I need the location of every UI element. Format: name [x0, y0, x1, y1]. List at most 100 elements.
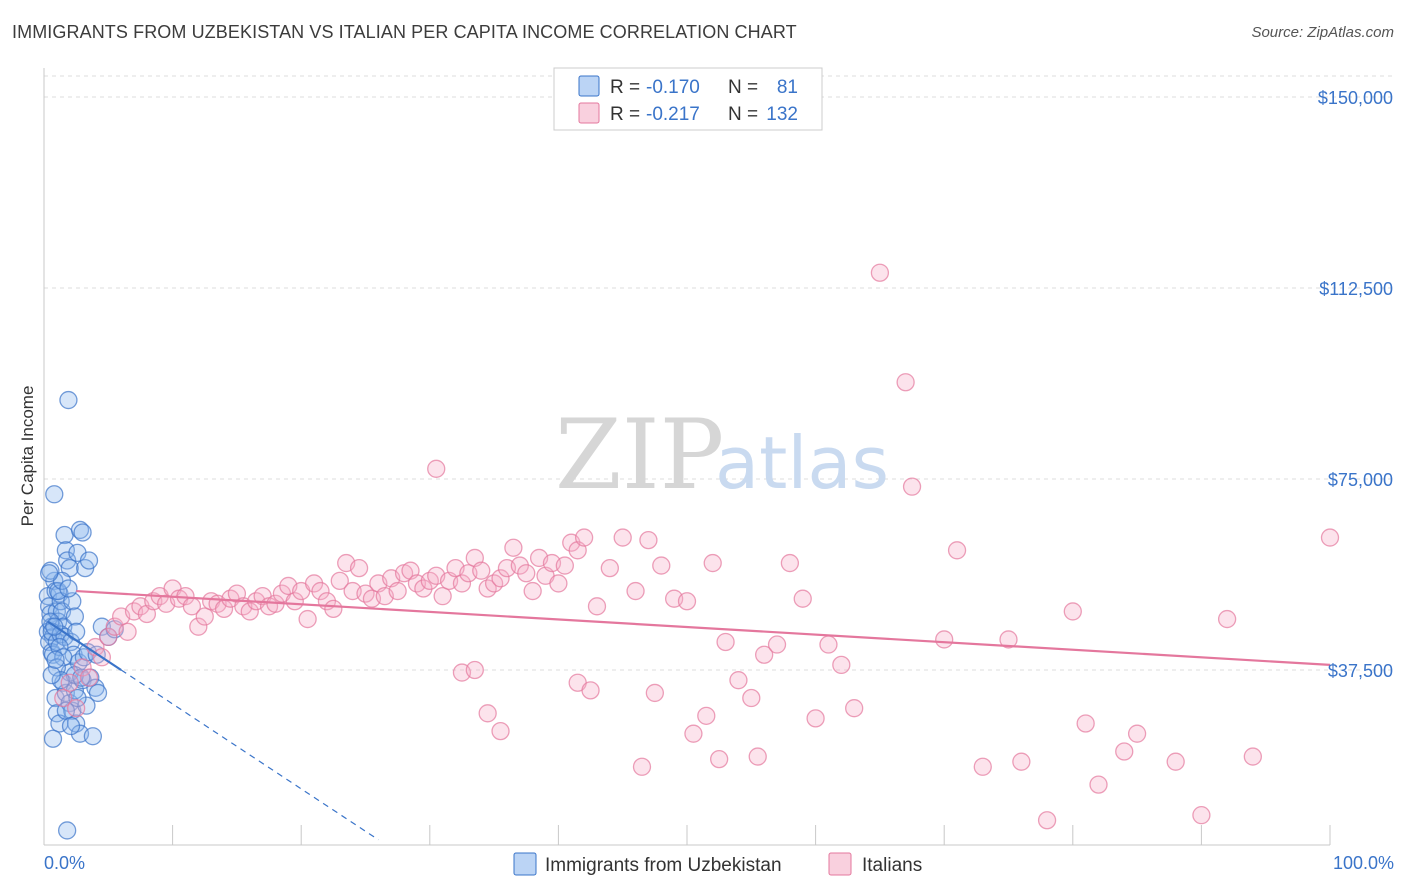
- data-point: [748, 747, 767, 766]
- data-point: [755, 645, 774, 664]
- data-point: [67, 622, 86, 641]
- data-point: [645, 683, 664, 703]
- data-point: [613, 528, 632, 547]
- legend-n-value-italians: 132: [766, 104, 798, 125]
- data-point: [349, 558, 369, 578]
- chart-source: Source: ZipAtlas.com: [1251, 24, 1394, 41]
- y-tick-label: $37,500: [1328, 661, 1393, 681]
- data-point: [1166, 752, 1185, 771]
- data-point: [42, 665, 61, 685]
- data-point: [240, 602, 259, 621]
- data-point: [896, 373, 915, 392]
- legend-r-value-italians: -0.217: [646, 104, 700, 125]
- trend-line-1: [76, 589, 1331, 667]
- bottom-legend-label-italians: Italians: [862, 855, 922, 876]
- legend-r-label-uzbekistan: R =: [610, 77, 640, 98]
- axes: [43, 68, 1331, 846]
- data-point: [1012, 752, 1031, 771]
- y-tick-label: $150,000: [1318, 88, 1393, 108]
- data-point: [330, 571, 349, 591]
- data-point: [189, 617, 208, 636]
- data-point: [716, 632, 735, 652]
- data-point: [806, 709, 825, 728]
- data-point: [99, 627, 118, 647]
- data-point: [574, 528, 594, 547]
- legend-n-label-uzbekistan: N =: [728, 77, 758, 98]
- data-point: [472, 561, 491, 580]
- data-point: [819, 635, 838, 654]
- legend-r-label-italians: R =: [610, 104, 640, 125]
- data-point: [902, 477, 922, 496]
- data-point: [427, 459, 446, 478]
- data-point: [870, 263, 890, 282]
- bottom-legend-swatch-uzbekistan: [513, 852, 537, 876]
- data-point: [947, 541, 967, 560]
- data-point: [517, 564, 536, 583]
- data-point: [88, 683, 108, 703]
- data-point: [452, 574, 472, 593]
- series-0: [38, 390, 124, 840]
- chart-title: IMMIGRANTS FROM UZBEKISTAN VS ITALIAN PE…: [12, 22, 797, 42]
- data-points: [38, 263, 1340, 840]
- data-point: [626, 581, 645, 601]
- data-point: [935, 630, 954, 649]
- data-point: [59, 579, 78, 598]
- data-point: [491, 569, 510, 588]
- data-point: [1243, 747, 1262, 766]
- x-tick-labels: 0.0% 100.0%: [44, 853, 1394, 873]
- data-point: [465, 660, 484, 680]
- data-point: [581, 681, 600, 700]
- data-point: [298, 609, 317, 629]
- y-tick-label: $75,000: [1328, 470, 1393, 490]
- data-point: [433, 586, 452, 606]
- data-point: [388, 581, 407, 601]
- data-point: [1063, 602, 1082, 621]
- data-point: [45, 485, 64, 504]
- data-point: [1076, 714, 1095, 733]
- data-point: [324, 599, 343, 619]
- data-point: [555, 556, 574, 575]
- data-point: [1089, 775, 1108, 794]
- data-point: [43, 729, 63, 748]
- data-point: [491, 721, 510, 741]
- data-point: [65, 607, 85, 626]
- data-point: [780, 553, 800, 573]
- data-point: [57, 821, 77, 840]
- legend-swatch-italians: [578, 102, 600, 124]
- watermark-zip: ZIP: [555, 399, 724, 511]
- data-point: [195, 607, 214, 626]
- bottom-legend-swatch-italians: [828, 852, 852, 876]
- data-point: [549, 574, 568, 593]
- data-point: [767, 635, 787, 654]
- data-point: [118, 622, 137, 641]
- bottom-legend-label-uzbekistan: Immigrants from Uzbekistan: [545, 855, 782, 876]
- x-tick-label-end: 100.0%: [1333, 853, 1394, 873]
- data-point: [61, 716, 81, 736]
- data-point: [79, 551, 99, 570]
- data-point: [67, 699, 86, 718]
- data-point: [1320, 528, 1340, 547]
- data-point: [652, 556, 671, 575]
- data-point: [1217, 609, 1237, 629]
- data-point: [60, 673, 79, 692]
- data-point: [83, 727, 103, 746]
- trend-line-0: [47, 620, 122, 671]
- data-point: [697, 706, 716, 725]
- data-point: [311, 581, 330, 601]
- data-point: [523, 581, 542, 601]
- data-point: [54, 688, 73, 708]
- data-point: [73, 658, 92, 677]
- legend-swatch-uzbekistan: [578, 75, 600, 97]
- data-point: [70, 520, 90, 540]
- data-point: [46, 688, 65, 708]
- data-point: [1037, 811, 1057, 830]
- bottom-legend: Immigrants from Uzbekistan Italians: [513, 852, 922, 876]
- y-tick-labels: $150,000 $112,500 $75,000 $37,500: [1318, 88, 1393, 681]
- data-point: [285, 592, 304, 611]
- legend-n-label-italians: N =: [728, 104, 758, 125]
- data-point: [703, 553, 722, 573]
- data-point: [587, 597, 607, 616]
- data-point: [973, 757, 992, 776]
- data-point: [46, 650, 65, 669]
- data-point: [1115, 742, 1134, 761]
